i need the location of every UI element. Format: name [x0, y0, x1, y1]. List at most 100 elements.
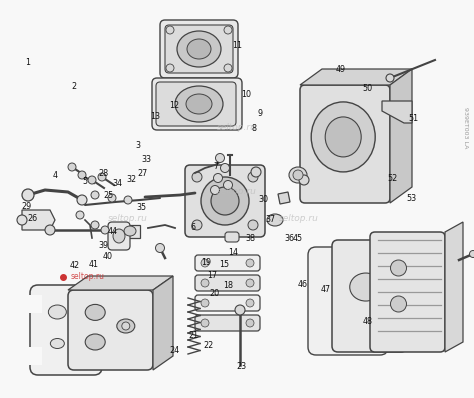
- Text: 14: 14: [228, 248, 238, 257]
- Circle shape: [22, 189, 34, 201]
- Text: 27: 27: [137, 169, 147, 178]
- Circle shape: [201, 279, 209, 287]
- Text: 25: 25: [103, 191, 113, 200]
- Text: 15: 15: [219, 260, 229, 269]
- Circle shape: [91, 191, 99, 199]
- Ellipse shape: [211, 187, 239, 215]
- Circle shape: [210, 185, 219, 195]
- Circle shape: [246, 299, 254, 307]
- Circle shape: [101, 226, 109, 234]
- Circle shape: [224, 26, 232, 34]
- Circle shape: [246, 259, 254, 267]
- Circle shape: [299, 175, 309, 185]
- Ellipse shape: [50, 339, 64, 349]
- Polygon shape: [300, 69, 412, 85]
- Text: 3: 3: [135, 141, 140, 150]
- Text: 21: 21: [188, 331, 199, 339]
- FancyBboxPatch shape: [68, 290, 153, 370]
- Ellipse shape: [289, 167, 307, 183]
- Text: 20: 20: [209, 289, 219, 298]
- FancyBboxPatch shape: [195, 275, 260, 291]
- Text: 52: 52: [387, 174, 398, 183]
- Text: 19: 19: [201, 258, 211, 267]
- Text: 49: 49: [335, 65, 346, 74]
- Circle shape: [45, 225, 55, 235]
- Text: 29: 29: [21, 203, 31, 211]
- Text: 51: 51: [408, 114, 419, 123]
- Ellipse shape: [175, 86, 223, 122]
- Text: 5: 5: [83, 177, 88, 185]
- Circle shape: [251, 167, 261, 177]
- Text: 13: 13: [150, 112, 161, 121]
- FancyBboxPatch shape: [195, 295, 260, 311]
- FancyBboxPatch shape: [165, 25, 233, 73]
- Text: 50: 50: [362, 84, 373, 93]
- Text: 35: 35: [136, 203, 146, 212]
- Text: 53: 53: [406, 194, 417, 203]
- Ellipse shape: [177, 31, 221, 67]
- FancyBboxPatch shape: [108, 222, 130, 250]
- Text: 34: 34: [112, 179, 123, 188]
- Ellipse shape: [201, 177, 249, 225]
- Polygon shape: [68, 276, 173, 290]
- Polygon shape: [22, 210, 55, 230]
- Text: 2: 2: [71, 82, 76, 91]
- Circle shape: [155, 244, 164, 252]
- Text: 30: 30: [258, 195, 268, 203]
- Text: seltop.ru: seltop.ru: [217, 123, 257, 132]
- Ellipse shape: [350, 273, 382, 301]
- Text: 39: 39: [98, 242, 109, 250]
- Text: 10: 10: [241, 90, 252, 99]
- Circle shape: [470, 250, 474, 258]
- Circle shape: [166, 64, 174, 72]
- Circle shape: [77, 195, 87, 205]
- FancyBboxPatch shape: [300, 85, 390, 203]
- Polygon shape: [153, 276, 173, 370]
- Text: 9: 9: [257, 109, 262, 118]
- Ellipse shape: [311, 102, 375, 172]
- Text: 42: 42: [70, 261, 80, 270]
- Circle shape: [201, 319, 209, 327]
- Bar: [28, 347, 42, 365]
- Polygon shape: [445, 222, 463, 352]
- Text: 28: 28: [98, 169, 109, 178]
- Ellipse shape: [325, 117, 361, 157]
- Circle shape: [201, 299, 209, 307]
- Text: 40: 40: [103, 252, 113, 261]
- Text: 46: 46: [297, 280, 308, 289]
- Circle shape: [192, 220, 202, 230]
- Ellipse shape: [187, 39, 211, 59]
- FancyBboxPatch shape: [195, 255, 260, 271]
- Circle shape: [166, 26, 174, 34]
- Circle shape: [386, 74, 394, 82]
- Circle shape: [246, 279, 254, 287]
- Circle shape: [248, 220, 258, 230]
- Text: 939ET003 LA: 939ET003 LA: [464, 107, 468, 148]
- FancyBboxPatch shape: [156, 82, 236, 126]
- Circle shape: [213, 174, 222, 183]
- Text: 22: 22: [203, 341, 214, 350]
- Circle shape: [391, 296, 407, 312]
- Circle shape: [391, 260, 407, 276]
- FancyBboxPatch shape: [195, 315, 260, 331]
- Text: 12: 12: [169, 101, 180, 110]
- Text: seltop.ru: seltop.ru: [279, 215, 319, 223]
- Text: 6: 6: [191, 223, 196, 232]
- Circle shape: [224, 64, 232, 72]
- Circle shape: [246, 319, 254, 327]
- Text: 7: 7: [213, 162, 218, 171]
- Circle shape: [201, 259, 209, 267]
- Circle shape: [220, 164, 229, 172]
- Ellipse shape: [186, 94, 212, 114]
- Circle shape: [76, 211, 84, 219]
- Text: 48: 48: [362, 317, 373, 326]
- Circle shape: [91, 221, 99, 229]
- Circle shape: [293, 170, 303, 180]
- Text: 37: 37: [265, 215, 275, 224]
- Ellipse shape: [48, 305, 66, 319]
- Ellipse shape: [117, 319, 135, 333]
- FancyBboxPatch shape: [308, 247, 388, 355]
- Circle shape: [122, 322, 130, 330]
- Circle shape: [340, 269, 356, 285]
- FancyBboxPatch shape: [152, 78, 242, 130]
